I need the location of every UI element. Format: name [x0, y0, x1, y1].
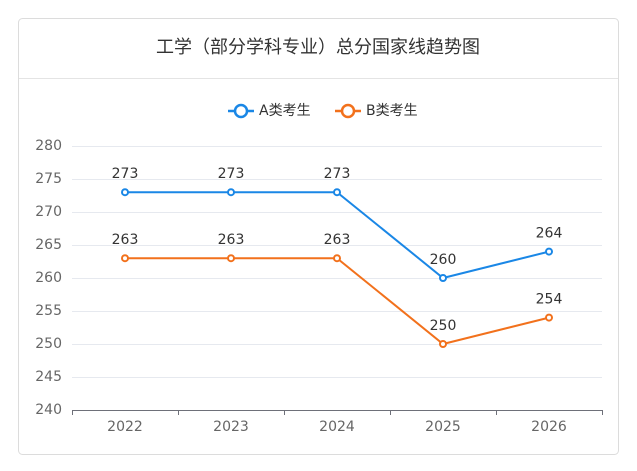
y-tick-label: 275	[35, 171, 62, 187]
y-tick-label: 280	[35, 138, 62, 154]
y-tick-label: 265	[35, 237, 62, 253]
point	[439, 340, 447, 348]
y-tick-label: 250	[35, 336, 62, 352]
data-label: 273	[218, 166, 245, 182]
data-label: 263	[324, 232, 351, 248]
y-tick-label: 260	[35, 270, 62, 286]
data-label: 263	[218, 232, 245, 248]
data-label: 263	[112, 232, 139, 248]
point	[333, 188, 341, 197]
point	[227, 254, 235, 263]
legend-marker	[340, 103, 356, 119]
point	[439, 274, 447, 282]
data-label: 254	[536, 292, 563, 308]
point	[121, 254, 129, 263]
chart-title: 工学（部分学科专业）总分国家线趋势图	[156, 37, 480, 58]
data-label: 260	[430, 252, 457, 268]
card	[18, 18, 619, 455]
legend-label: B类考生	[366, 103, 418, 119]
legend-marker	[233, 103, 249, 119]
x-tick-label: 2024	[319, 419, 355, 435]
x-tick-label: 2026	[531, 419, 567, 435]
data-label: 250	[430, 318, 457, 334]
x-tick-label: 2025	[425, 419, 461, 435]
y-tick-label: 270	[35, 204, 62, 220]
legend-label: A类考生	[259, 103, 311, 119]
point	[227, 188, 235, 197]
y-tick-label: 255	[35, 303, 62, 319]
point	[121, 188, 129, 197]
x-tick-label: 2023	[213, 419, 249, 435]
point	[545, 313, 553, 322]
data-label: 273	[112, 166, 139, 182]
point	[333, 254, 341, 263]
data-label: 264	[536, 226, 563, 242]
y-tick-label: 240	[35, 402, 62, 418]
data-label: 273	[324, 166, 351, 182]
point	[545, 247, 553, 256]
x-tick-label: 2022	[107, 419, 143, 435]
y-tick-label: 245	[35, 369, 62, 385]
